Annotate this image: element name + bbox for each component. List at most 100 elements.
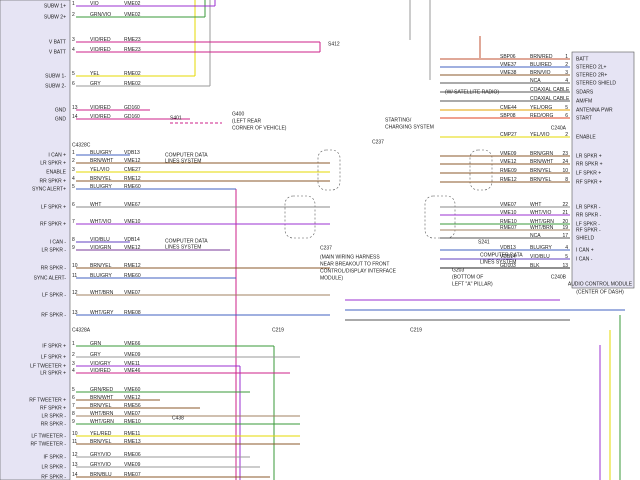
module-pin: 4 xyxy=(565,78,568,84)
pin-signal: I CAN - xyxy=(50,239,67,245)
module-pin: 2 xyxy=(565,62,568,68)
pin-signal: LF SPKR + xyxy=(41,204,66,210)
pin-signal: SUBW 2+ xyxy=(44,14,66,20)
module-signal: RF SPKR + xyxy=(576,179,602,185)
pin-signal: LR SPKR - xyxy=(42,247,67,253)
module-pin: 20 xyxy=(562,219,568,225)
module-signal: RF SPKR - xyxy=(576,227,601,233)
wire-routes xyxy=(170,0,625,480)
wire-color: YEL/RED xyxy=(90,431,112,437)
wire-circuit: VME10 xyxy=(124,219,141,225)
wire-color: BRN/YEL xyxy=(90,263,112,269)
wire-color: BLU/GRY xyxy=(530,245,553,251)
pin-number: 10 xyxy=(72,263,78,269)
pin-number: 7 xyxy=(72,219,75,225)
module-name: AUDIO CONTROL MODULE xyxy=(568,281,633,287)
wire-circuit: VME60 xyxy=(124,387,141,393)
module-signal: STEREO 2L+ xyxy=(576,64,607,70)
wire-circuit: RME60 xyxy=(124,273,141,279)
annotation: C237 xyxy=(320,245,332,251)
wire-color: VIO/RED xyxy=(90,368,111,374)
pin-signal: IF SPKR + xyxy=(42,343,66,349)
pin-signal: SUBW 2- xyxy=(45,83,66,89)
wire-color: BRN/WHT xyxy=(530,159,553,165)
module-box xyxy=(571,51,635,289)
annotation: CONTROL/DISPLAY INTERFACE xyxy=(320,268,397,274)
wire-circuit: VDB14 xyxy=(500,254,516,260)
pin-signal: LR SPKR + xyxy=(40,160,66,166)
connector-id: C4328A xyxy=(72,327,91,333)
pin-signal: RR SPKR - xyxy=(41,265,67,271)
wire-circuit: VME46 xyxy=(124,368,141,374)
wire-color: BRN/GRN xyxy=(530,151,553,157)
wire-color: VIO/RED xyxy=(90,105,111,111)
annotation: NEAR BREAKOUT TO FRONT xyxy=(320,261,389,267)
wire-circuit: VME09 xyxy=(124,462,141,468)
pin-signal: RF SPKR + xyxy=(40,221,66,227)
wire-circuit: RME02 xyxy=(124,71,141,77)
pin-signal: SYNC ALERT- xyxy=(34,275,67,281)
annotation: COMPUTER DATA xyxy=(165,152,208,158)
wire-color: YEL xyxy=(90,71,100,77)
pin-signal: RF SPKR - xyxy=(41,474,66,480)
pin-signal: ENABLE xyxy=(46,169,66,175)
pin-signal: SUBW 1- xyxy=(45,73,66,79)
pin-number: 1 xyxy=(72,341,75,347)
module-signal: BATT xyxy=(576,56,588,62)
annotation: LINES SYSTEM xyxy=(165,158,201,164)
annotation: C219 xyxy=(272,327,284,333)
shield xyxy=(317,149,341,191)
pin-number: 14 xyxy=(72,114,78,120)
annotation: CORNER OF VEHICLE) xyxy=(232,125,287,131)
module-signal: STEREO 2R+ xyxy=(576,72,607,78)
pin-signal: RR SPKR + xyxy=(39,178,66,184)
pin-number: 1 xyxy=(72,150,75,156)
wire-color: VIO/BLU xyxy=(530,254,550,260)
annotation: (LEFT REAR xyxy=(232,118,261,124)
module-pin: 5 xyxy=(565,105,568,111)
pin-number: 5 xyxy=(72,387,75,393)
pin-signal: RF SPKR + xyxy=(40,405,66,411)
wire-color: GRN xyxy=(90,341,102,347)
pin-signal: LR SPKR - xyxy=(42,464,67,470)
wire-circuit: SBP08 xyxy=(500,113,516,119)
annotation: G400 xyxy=(232,111,244,117)
pin-number: 9 xyxy=(72,245,75,251)
wire-color: BRN/VIO xyxy=(530,70,551,76)
pin-number: 2 xyxy=(72,352,75,358)
wire-color: WHT/BRN xyxy=(530,225,554,231)
wire-color: VIO/GRN xyxy=(90,245,112,251)
wire-color: WHT/GRN xyxy=(530,219,554,225)
wire-circuit: VME11 xyxy=(124,361,140,367)
module-pin: 21 xyxy=(562,210,568,216)
pin-signal: RR SPKR - xyxy=(41,421,67,427)
pin-number: 2 xyxy=(72,12,75,18)
wire-color: BRN/YEL xyxy=(90,176,112,182)
wire-color: WHT/VIO xyxy=(530,210,551,216)
pin-signal: LR SPKR - xyxy=(42,413,67,419)
pin-signal: V BATT xyxy=(49,49,66,55)
wire-color: NCA xyxy=(530,78,541,84)
wire-circuit: RME10 xyxy=(500,219,517,225)
pin-number: 13 xyxy=(72,310,78,316)
wire-color: GRY xyxy=(90,352,101,358)
module-signal: STEREO SHIELD xyxy=(576,80,616,86)
wire-color: VIO xyxy=(90,1,99,7)
wire-circuit: RME12 xyxy=(124,176,141,182)
module-pin: 13 xyxy=(562,263,568,269)
pin-signal: SUBW 1+ xyxy=(44,3,66,9)
shield xyxy=(284,195,316,239)
wire-color: YEL/ORG xyxy=(530,105,552,111)
wire-color: VIO/RED xyxy=(90,37,111,43)
pin-number: 3 xyxy=(72,361,75,367)
wire-circuit: VME09 xyxy=(500,151,517,157)
wire-circuit: RME56 xyxy=(124,403,141,409)
pin-number: 3 xyxy=(72,37,75,43)
wire-color: BRN/YEL xyxy=(530,177,552,183)
wire-circuit: RME08 xyxy=(124,310,141,316)
wire-color: BLU/GRY xyxy=(90,273,113,279)
module-signal: LF SPKR - xyxy=(576,221,600,227)
pin-signal: GND xyxy=(55,116,67,122)
wire-color: BRN/YEL xyxy=(90,439,112,445)
